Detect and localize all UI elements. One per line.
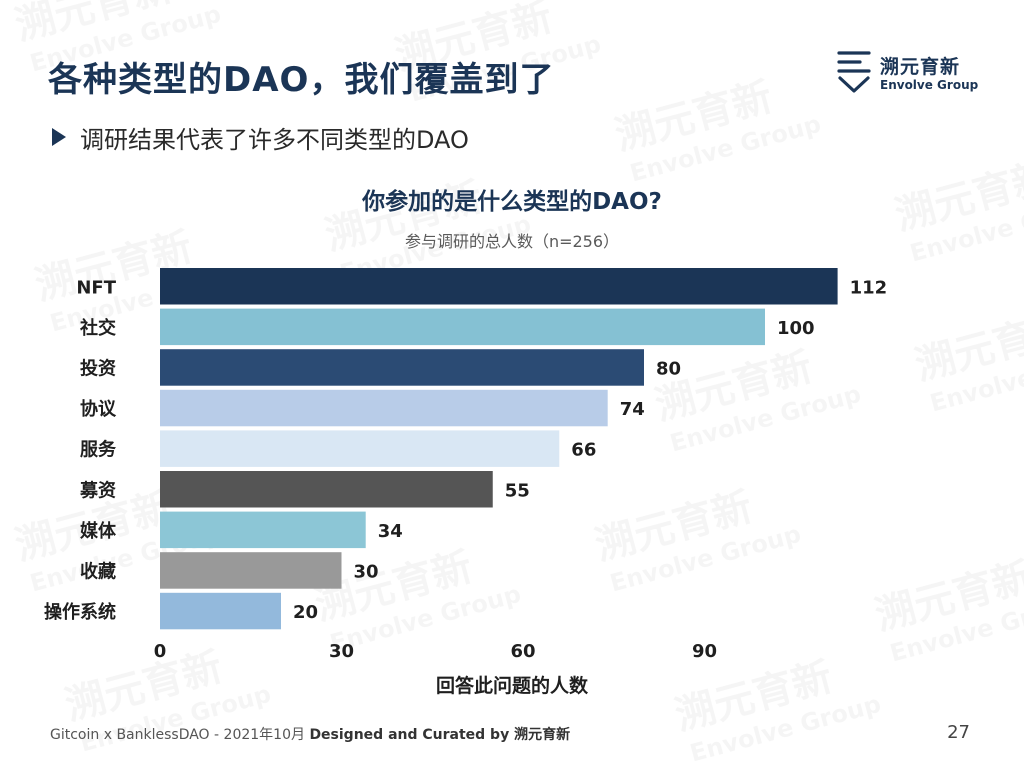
triangle-bullet-icon xyxy=(52,128,66,146)
footer-source: Gitcoin x BanklessDAO - 2021年10月 xyxy=(50,727,305,743)
category-label: 募资 xyxy=(79,479,116,501)
bullet-text: 调研结果代表了许多不同类型的DAO xyxy=(80,126,469,154)
data-label: 66 xyxy=(571,440,596,461)
slide-title: 各种类型的DAO，我们覆盖到了 xyxy=(48,60,555,100)
data-label: 80 xyxy=(656,358,681,379)
category-label: 收藏 xyxy=(80,560,116,582)
bar xyxy=(160,349,644,386)
x-tick-label: 0 xyxy=(154,641,167,662)
x-axis-label: 回答此问题的人数 xyxy=(436,674,589,697)
category-label: NFT xyxy=(76,277,116,298)
page-number: 27 xyxy=(947,722,970,743)
bar xyxy=(160,308,765,346)
footer-credit: Designed and Curated by 溯元育新 xyxy=(309,727,571,743)
logo-name-en: Envolve Group xyxy=(880,78,979,92)
category-label: 服务 xyxy=(80,439,117,461)
logo-mark-icon xyxy=(837,51,871,93)
logo-name-cn: 溯元育新 xyxy=(880,56,961,78)
bar xyxy=(160,430,560,467)
bar xyxy=(160,592,281,630)
bar xyxy=(160,552,342,589)
brand-logo: 溯元育新 Envolve Group xyxy=(836,48,986,98)
data-label: 74 xyxy=(620,399,645,420)
chart-title: 你参加的是什么类型的DAO? xyxy=(362,189,662,215)
data-label: 20 xyxy=(293,602,318,623)
category-label: 操作系统 xyxy=(44,601,116,623)
bar xyxy=(160,511,366,549)
x-tick-label: 60 xyxy=(510,641,535,662)
chart-subtitle: 参与调研的总人数（n=256） xyxy=(404,232,620,251)
x-tick-label: 90 xyxy=(692,641,717,662)
data-label: 100 xyxy=(777,318,815,339)
x-tick-label: 30 xyxy=(329,641,354,662)
category-label: 协议 xyxy=(80,398,117,420)
bar xyxy=(160,389,608,427)
data-label: 34 xyxy=(378,521,403,542)
footer: Gitcoin x BanklessDAO - 2021年10月 Designe… xyxy=(50,724,570,744)
bullet-point: 调研结果代表了许多不同类型的DAO xyxy=(52,120,469,155)
data-label: 112 xyxy=(850,277,888,298)
data-label: 30 xyxy=(354,561,379,582)
bar xyxy=(160,471,493,508)
category-label: 投资 xyxy=(80,357,116,379)
category-label: 媒体 xyxy=(80,520,117,542)
bar xyxy=(160,268,838,305)
data-label: 55 xyxy=(505,480,530,501)
category-label: 社交 xyxy=(80,317,116,339)
